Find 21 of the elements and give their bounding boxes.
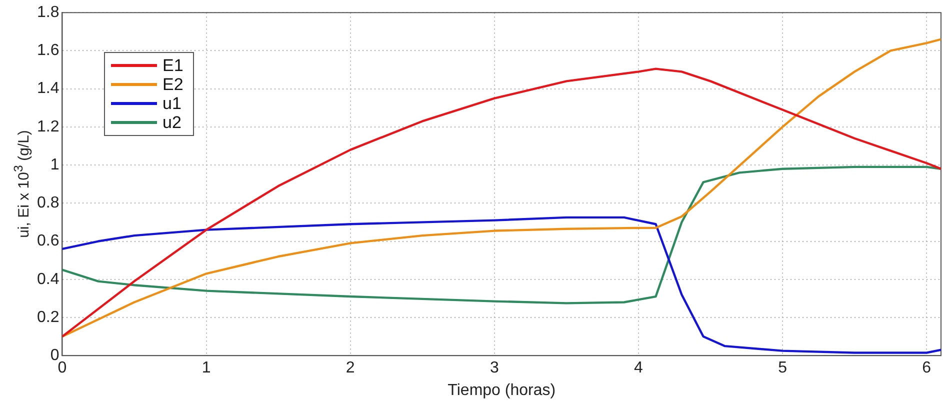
y-tick-label: 1.6 [36, 42, 60, 60]
legend-label: E2 [162, 75, 184, 94]
x-tick-label: 3 [490, 360, 499, 377]
y-tick-label: 1.8 [36, 4, 60, 22]
y-tick-label: 1.2 [36, 118, 60, 136]
x-tick-label: 5 [778, 360, 788, 377]
x-tick-label: 2 [346, 360, 355, 377]
y-tick-label: 0.8 [36, 194, 60, 212]
y-tick-label: 0 [50, 347, 60, 364]
x-tick-label: 1 [202, 360, 211, 377]
y-tick-label: 0.6 [36, 232, 60, 250]
x-axis-title: Tiempo (horas) [448, 382, 556, 399]
y-tick-label: 1 [50, 156, 60, 174]
legend-label: E1 [162, 56, 184, 76]
y-tick-label: 0.2 [36, 308, 60, 326]
x-tick-label: 4 [634, 360, 644, 377]
y-tick-label: 1.4 [36, 80, 60, 98]
x-tick-label: 6 [922, 360, 932, 377]
legend-label: u1 [162, 94, 182, 114]
legend-label: u2 [162, 113, 182, 132]
y-tick-label: 0.4 [36, 270, 60, 288]
